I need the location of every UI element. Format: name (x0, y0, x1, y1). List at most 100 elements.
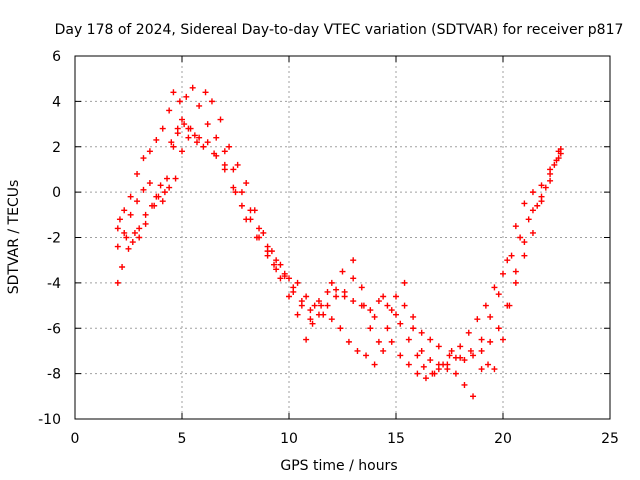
x-tick-label: 15 (387, 431, 405, 447)
data-point (290, 288, 297, 295)
data-point (410, 313, 417, 320)
y-tick-label: 2 (52, 140, 61, 156)
data-point (350, 298, 357, 305)
data-point (529, 207, 536, 214)
data-point (136, 234, 143, 241)
data-point (146, 148, 153, 155)
data-point (164, 175, 171, 182)
data-point (478, 336, 485, 343)
data-point (504, 302, 511, 309)
data-point (542, 184, 549, 191)
data-point (251, 207, 258, 214)
x-tick-label: 20 (494, 431, 512, 447)
x-tick-label: 0 (71, 431, 80, 447)
data-point (500, 270, 506, 277)
data-point (189, 84, 196, 91)
data-point (446, 352, 453, 359)
data-point (495, 291, 502, 298)
data-point (298, 302, 305, 309)
data-point (401, 279, 408, 286)
data-point (350, 257, 357, 264)
data-point (478, 347, 485, 354)
data-point (232, 189, 239, 196)
data-point (172, 175, 179, 182)
data-point (457, 343, 464, 350)
data-point (354, 347, 361, 354)
data-point (119, 263, 126, 270)
data-point (142, 220, 149, 227)
data-point (555, 155, 562, 162)
data-point (555, 148, 562, 155)
data-point (307, 316, 314, 323)
data-point (146, 180, 153, 187)
data-point (465, 329, 472, 336)
data-point (358, 284, 365, 291)
data-point (538, 198, 545, 205)
data-point (142, 211, 149, 218)
data-point (238, 189, 245, 196)
data-point (303, 293, 310, 300)
data-series-track-c (114, 89, 564, 382)
data-point (187, 125, 194, 132)
data-point (149, 202, 156, 209)
data-point (525, 216, 532, 223)
data-point (183, 93, 190, 100)
data-point (363, 352, 370, 359)
plot-area (114, 84, 564, 400)
data-point (213, 152, 220, 159)
data-point (324, 302, 331, 309)
data-point (375, 298, 382, 305)
data-point (521, 239, 528, 246)
data-series-track-b (114, 84, 562, 361)
data-point (125, 245, 132, 252)
chart-title: Day 178 of 2024, Sidereal Day-to-day VTE… (55, 22, 624, 38)
data-point (350, 275, 357, 282)
data-point (380, 293, 387, 300)
data-point (260, 229, 267, 236)
data-point (155, 193, 162, 200)
data-point (221, 148, 228, 155)
data-point (388, 338, 395, 345)
data-point (204, 121, 211, 128)
axis-ticks: 0 5 10 15 20 25 -10 -8 -6 -4 -2 0 2 4 6 (38, 49, 619, 447)
data-point (358, 302, 365, 309)
data-point (131, 229, 138, 236)
data-point (273, 266, 280, 273)
data-point (512, 268, 519, 275)
data-point (367, 325, 374, 332)
data-point (504, 257, 511, 264)
data-point (311, 302, 318, 309)
data-point (397, 352, 404, 359)
data-point (204, 139, 211, 146)
data-point (309, 320, 316, 327)
data-point (202, 89, 209, 96)
data-point (333, 286, 340, 293)
data-point (482, 302, 489, 309)
data-point (478, 366, 485, 373)
data-point (452, 370, 459, 377)
data-point (414, 352, 421, 359)
y-tick-label: 6 (52, 49, 61, 65)
data-point (129, 239, 136, 246)
data-point (238, 202, 245, 209)
data-point (470, 352, 477, 359)
x-tick-label: 10 (280, 431, 298, 447)
data-point (191, 132, 198, 139)
data-point (161, 189, 168, 196)
data-point (431, 370, 438, 377)
data-point (230, 166, 237, 173)
data-point (193, 139, 200, 146)
data-point (134, 198, 141, 205)
data-point (140, 186, 147, 193)
data-point (457, 354, 464, 361)
data-point (529, 229, 536, 236)
data-point (140, 155, 147, 162)
data-point (337, 325, 344, 332)
data-point (371, 313, 378, 320)
data-point (179, 148, 185, 155)
data-point (159, 198, 166, 205)
data-point (268, 248, 275, 255)
data-point (427, 336, 434, 343)
data-point (264, 243, 271, 250)
